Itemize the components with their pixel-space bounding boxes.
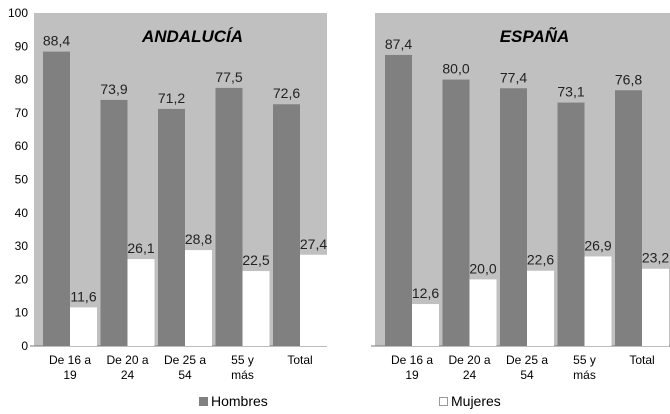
bar-hombres (215, 87, 243, 347)
data-label: 77,5 (215, 69, 242, 85)
data-label: 73,9 (100, 81, 127, 97)
panel-title: ESPAÑA (500, 26, 570, 46)
bar-mujeres (242, 271, 270, 346)
x-tick-label: De 20 a 24 (448, 353, 490, 382)
y-tick-label: 40 (15, 206, 29, 220)
x-tick-label: De 25 a 54 (164, 353, 206, 382)
bar-mujeres (127, 259, 155, 346)
data-label: 22,6 (527, 252, 554, 268)
x-tick-label: Total (287, 353, 312, 367)
legend-item-mujeres: Mujeres (439, 393, 501, 409)
data-label: 11,6 (70, 288, 96, 304)
y-tick-label: 20 (15, 272, 29, 286)
y-tick-label: 50 (15, 173, 29, 187)
bar-mujeres (584, 256, 612, 346)
bar-mujeres (527, 270, 554, 346)
data-label: 88,4 (43, 33, 70, 49)
bar-mujeres (70, 307, 97, 346)
data-label: 76,8 (615, 71, 642, 87)
y-tick-label: 100 (8, 6, 28, 20)
legend-label-hombres: Hombres (211, 393, 268, 409)
data-label: 27,4 (300, 236, 327, 252)
x-tick-label: De 16 a 19 (49, 353, 91, 382)
data-label: 80,0 (442, 61, 469, 77)
data-label: 26,9 (584, 237, 611, 253)
bar-hombres (100, 99, 128, 347)
data-label: 87,4 (385, 36, 412, 52)
bar-hombres (385, 54, 412, 346)
bar-mujeres (642, 268, 669, 346)
bar-mujeres (469, 279, 497, 346)
bar-hombres (500, 88, 527, 347)
bar-mujeres (412, 304, 439, 346)
data-label: 23,2 (642, 250, 669, 266)
bar-mujeres (300, 254, 327, 346)
panel-andalucia: 0 10 20 30 40 50 60 70 80 90 100 ANDALUCÍA 88,4 11,6 D… (8, 6, 327, 382)
x-tick-label: De 25 a 54 (506, 353, 548, 382)
bar-hombres (273, 104, 300, 346)
data-label: 20,0 (469, 260, 496, 276)
data-label: 28,8 (185, 231, 212, 247)
x-tick-label: De 16 a 19 (391, 353, 433, 382)
y-tick-label: 90 (15, 39, 29, 53)
bar-hombres (158, 108, 185, 347)
bar-mujeres (185, 250, 212, 346)
panel-espana: ESPAÑA 87,4 12,6 De 16 a 19 80,0 20,0 De 20 a 24… (371, 13, 670, 382)
y-tick-label: 60 (15, 139, 29, 153)
data-label: 71,2 (158, 90, 185, 106)
legend-label-mujeres: Mujeres (451, 393, 501, 409)
y-tick-label: 30 (15, 239, 29, 253)
data-label: 77,4 (500, 69, 527, 85)
x-tick-label: 55 y más (573, 353, 596, 382)
legend-swatch-hombres (199, 396, 208, 406)
data-label: 26,1 (127, 240, 154, 256)
panel-title: ANDALUCÍA (141, 27, 243, 46)
y-tick-label: 10 (15, 306, 29, 320)
bar-hombres (615, 90, 642, 346)
data-label: 72,6 (273, 85, 300, 101)
y-tick-label: 70 (15, 106, 29, 120)
x-tick-label: Total (629, 353, 654, 367)
bar-hombres (43, 51, 70, 347)
data-label: 73,1 (557, 84, 584, 100)
legend-swatch-mujeres (439, 396, 448, 406)
legend-item-hombres: Hombres (199, 393, 268, 409)
y-tick-label: 0 (21, 339, 28, 353)
bar-hombres (442, 79, 470, 346)
x-tick-label: De 20 a 24 (106, 353, 148, 382)
data-label: 22,5 (242, 252, 269, 268)
employment-gender-chart: 0 10 20 30 40 50 60 70 80 90 100 ANDALUCÍA 88,4 11,6 D… (8, 6, 670, 382)
x-tick-label: 55 y más (231, 353, 254, 382)
data-label: 12,6 (412, 285, 439, 301)
bar-hombres (557, 102, 585, 347)
y-tick-label: 80 (15, 73, 29, 87)
